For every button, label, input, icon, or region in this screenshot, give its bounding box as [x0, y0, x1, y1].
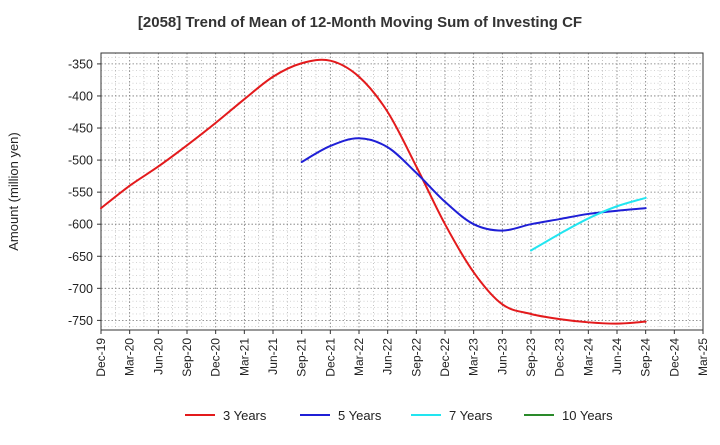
x-tick-label: Sep-23: [524, 338, 538, 377]
series-line-5-years: [300, 137, 647, 232]
y-tick-label: -450: [68, 122, 93, 136]
x-tick-label: Dec-22: [438, 338, 452, 377]
x-tick-label: Mar-22: [352, 338, 366, 376]
y-tick-label: -350: [68, 57, 93, 71]
chart-title: [2058] Trend of Mean of 12-Month Moving …: [137, 14, 583, 31]
y-tick-label: -700: [68, 282, 93, 296]
x-tick-label: Sep-24: [639, 338, 653, 377]
x-tick-label: Mar-25: [696, 338, 710, 376]
y-axis-label: Amount (million yen): [6, 132, 21, 251]
y-tick-label: -400: [68, 89, 93, 103]
x-tick-label: Jun-23: [495, 338, 509, 375]
x-tick-label: Dec-20: [209, 338, 223, 377]
x-tick-label: Jun-21: [266, 338, 280, 375]
legend-label: 7 Years: [449, 408, 493, 423]
x-tick-label: Mar-21: [237, 338, 251, 376]
legend-label: 5 Years: [338, 408, 382, 423]
x-tick-label: Sep-21: [295, 338, 309, 377]
legend-label: 3 Years: [223, 408, 267, 423]
series-line-3-years: [100, 58, 647, 325]
y-tick-label: -550: [68, 186, 93, 200]
y-tick-label: -500: [68, 154, 93, 168]
y-tick-label: -650: [68, 250, 93, 264]
x-tick-label: Dec-23: [553, 338, 567, 377]
x-tick-label: Dec-19: [94, 338, 108, 377]
x-tick-label: Mar-20: [123, 338, 137, 376]
x-tick-label: Mar-24: [581, 338, 595, 376]
x-tick-label: Jun-22: [381, 338, 395, 375]
x-tick-label: Jun-24: [610, 338, 624, 375]
grid-lines: [100, 53, 704, 330]
y-tick-label: -600: [68, 218, 93, 232]
x-tick-label: Sep-20: [180, 338, 194, 377]
legend-label: 10 Years: [562, 408, 613, 423]
x-tick-label: Sep-22: [409, 338, 423, 377]
plot-frame: [100, 52, 704, 331]
x-tick-label: Dec-21: [323, 338, 337, 377]
x-tick-label: Dec-24: [667, 338, 681, 377]
y-tick-label: -750: [68, 314, 93, 328]
x-tick-label: Jun-20: [151, 338, 165, 375]
x-tick-label: Mar-23: [467, 338, 481, 376]
series-line-7-years: [530, 196, 647, 252]
